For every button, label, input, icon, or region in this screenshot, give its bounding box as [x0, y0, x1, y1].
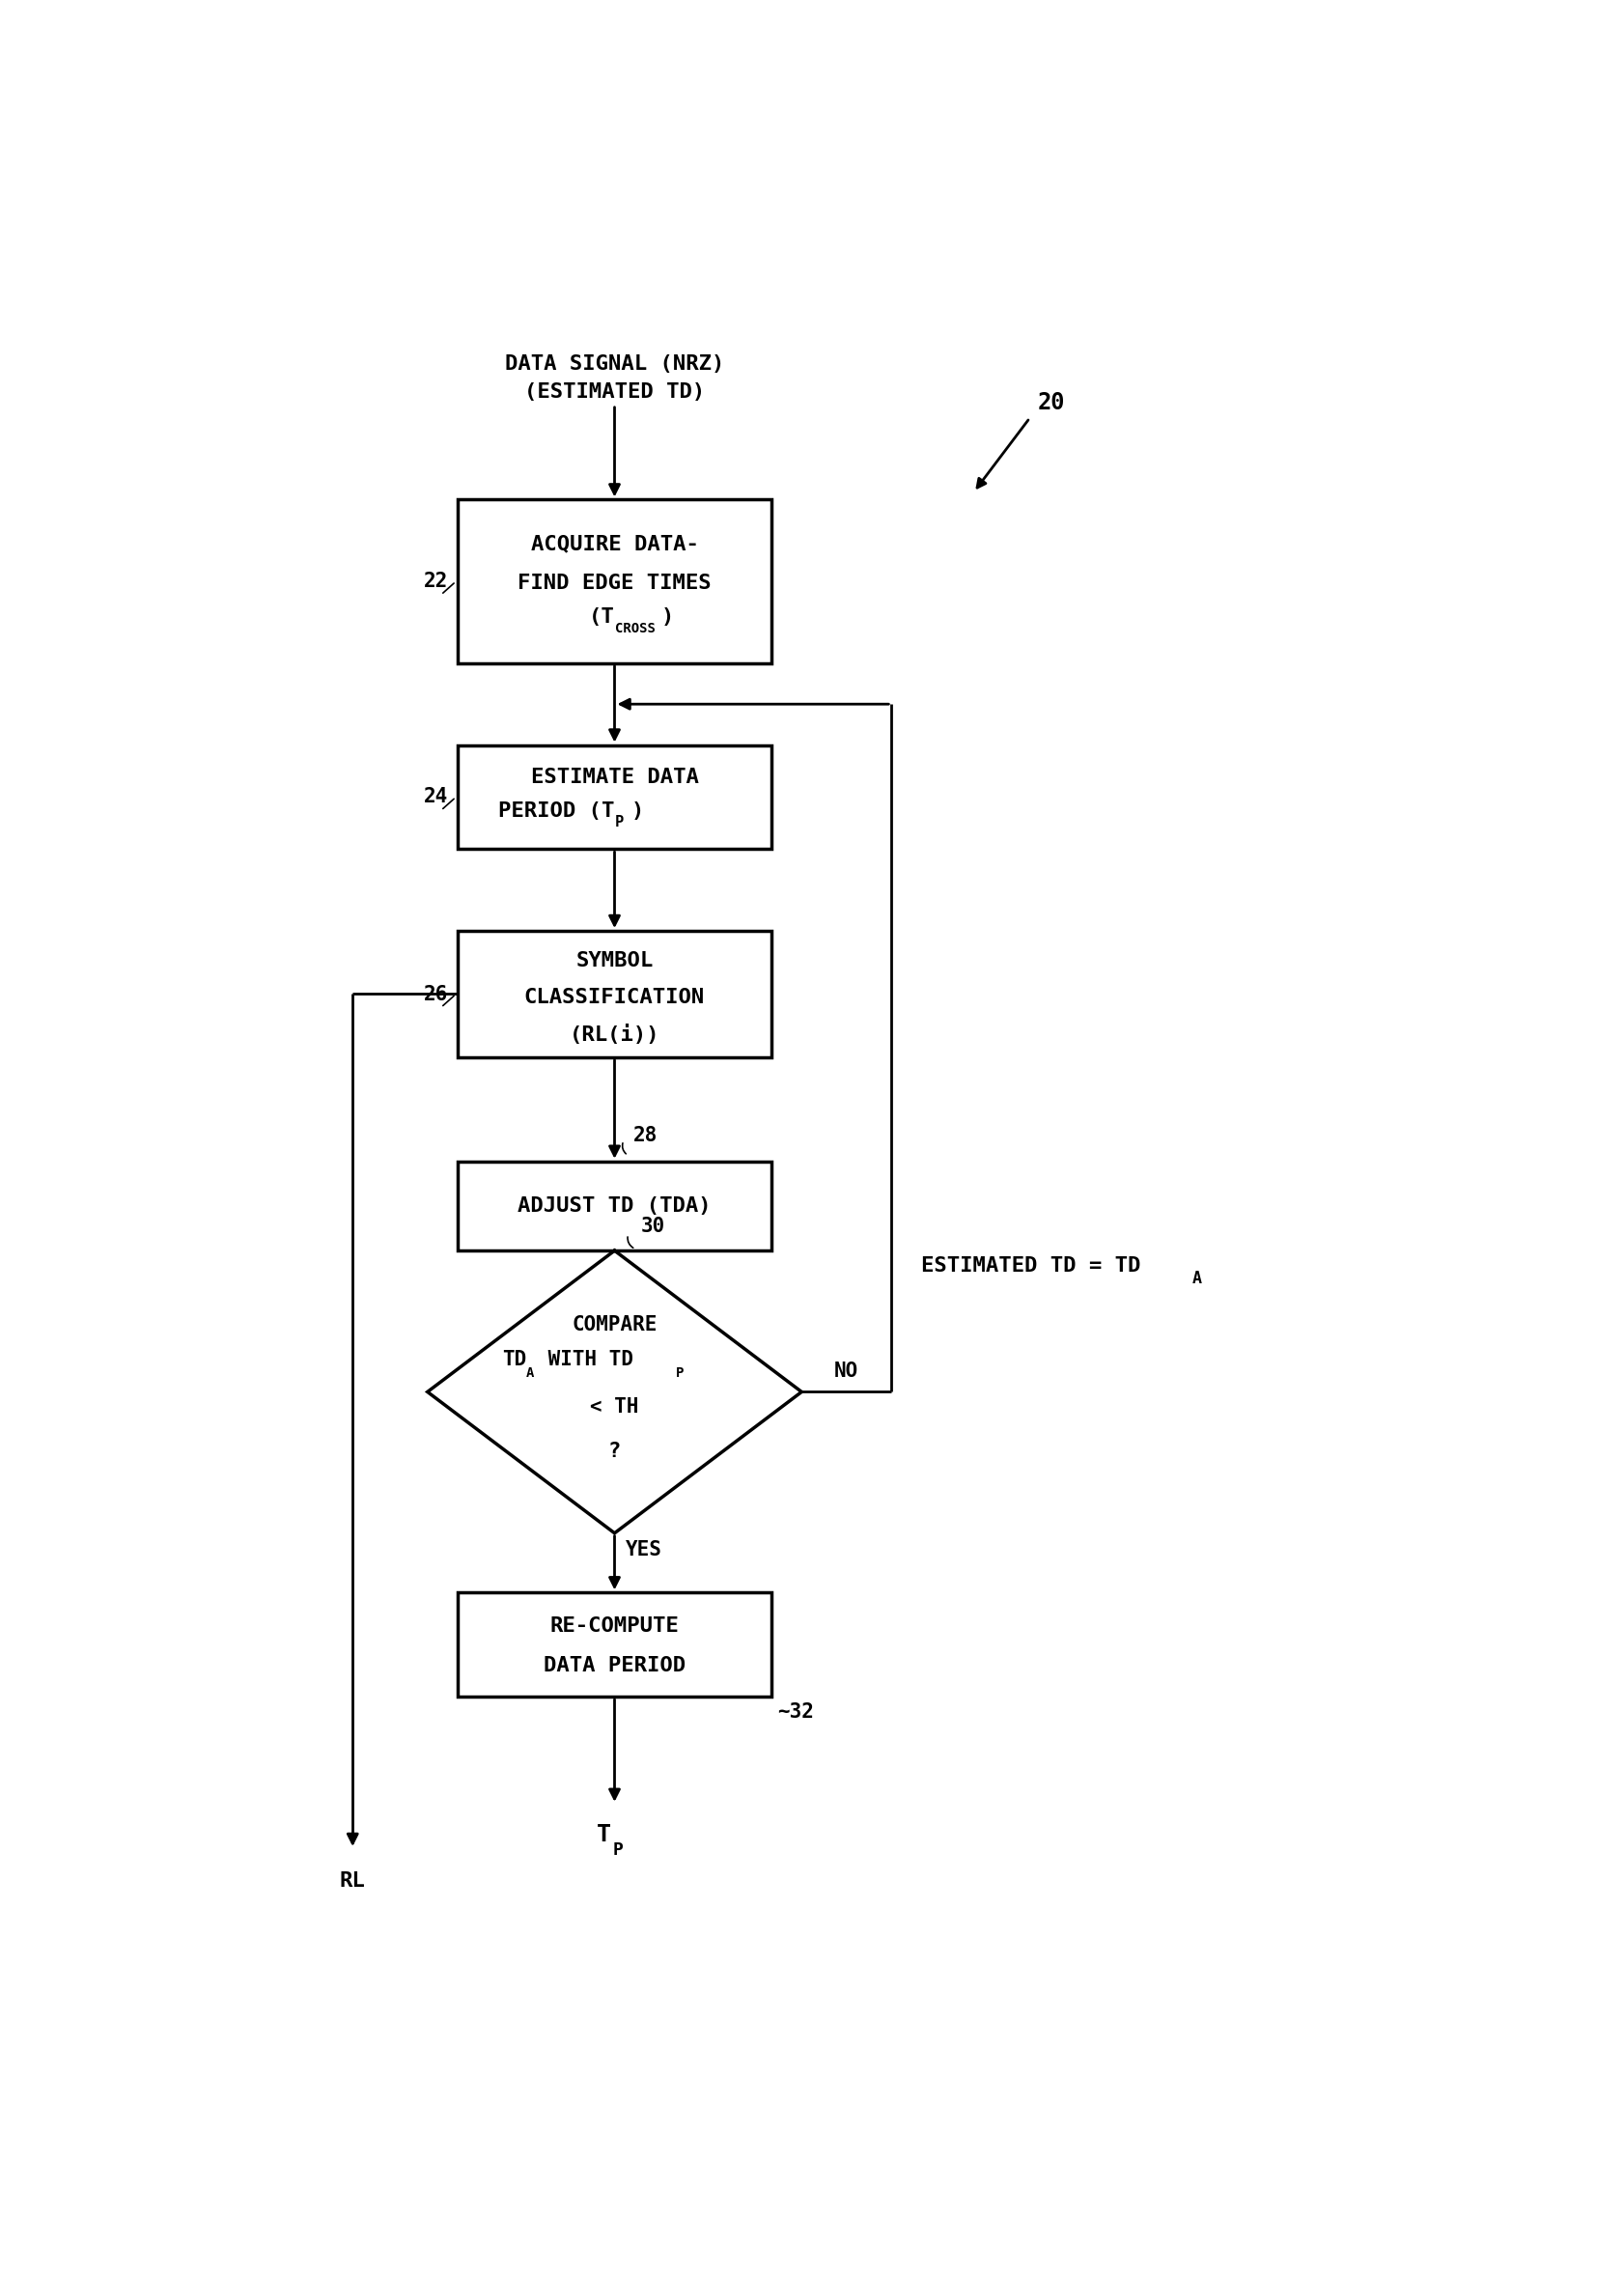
Text: TD: TD	[502, 1351, 526, 1369]
Text: P: P	[614, 814, 624, 830]
Text: 28: 28	[633, 1126, 658, 1146]
Text: 24: 24	[424, 787, 448, 807]
Bar	[458, 1162, 771, 1251]
Text: COMPARE: COMPARE	[572, 1314, 658, 1335]
Text: DATA PERIOD: DATA PERIOD	[544, 1655, 685, 1676]
Text: ): )	[661, 607, 674, 625]
Text: PERIOD (T: PERIOD (T	[499, 803, 614, 821]
Text: P: P	[676, 1367, 684, 1380]
Text: 26: 26	[424, 985, 448, 1003]
Bar	[458, 930, 771, 1057]
Text: SYMBOL: SYMBOL	[577, 951, 653, 971]
Text: RL: RL	[339, 1872, 365, 1890]
Text: 30: 30	[641, 1217, 666, 1235]
Text: CROSS: CROSS	[614, 621, 654, 634]
Text: A: A	[1192, 1271, 1202, 1287]
Text: ESTIMATE DATA: ESTIMATE DATA	[531, 766, 698, 787]
Text: NO: NO	[835, 1362, 859, 1380]
Text: YES: YES	[625, 1539, 663, 1560]
Text: 22: 22	[424, 571, 448, 591]
Bar	[458, 746, 771, 848]
Text: A: A	[526, 1367, 534, 1380]
Text: WITH TD: WITH TD	[536, 1351, 633, 1369]
Text: (T: (T	[590, 607, 614, 625]
Text: 20: 20	[1038, 391, 1065, 414]
Text: ESTIMATED TD = TD: ESTIMATED TD = TD	[921, 1255, 1142, 1276]
Text: ?: ?	[607, 1442, 620, 1460]
Bar	[458, 500, 771, 664]
Text: ): )	[632, 803, 645, 821]
Text: RE-COMPUTE: RE-COMPUTE	[551, 1617, 679, 1635]
Text: T: T	[596, 1824, 611, 1846]
Text: FIND EDGE TIMES: FIND EDGE TIMES	[518, 573, 711, 594]
Text: P: P	[612, 1842, 624, 1860]
Text: (ESTIMATED TD): (ESTIMATED TD)	[525, 382, 705, 402]
Text: ~32: ~32	[778, 1703, 814, 1721]
Text: ACQUIRE DATA-: ACQUIRE DATA-	[531, 534, 698, 555]
Text: ADJUST TD (TDA): ADJUST TD (TDA)	[518, 1196, 711, 1217]
Text: DATA SIGNAL (NRZ): DATA SIGNAL (NRZ)	[505, 355, 724, 373]
Text: CLASSIFICATION: CLASSIFICATION	[525, 989, 705, 1007]
Bar	[458, 1592, 771, 1696]
Text: < TH: < TH	[590, 1396, 638, 1417]
Text: (RL(i)): (RL(i))	[570, 1026, 659, 1046]
